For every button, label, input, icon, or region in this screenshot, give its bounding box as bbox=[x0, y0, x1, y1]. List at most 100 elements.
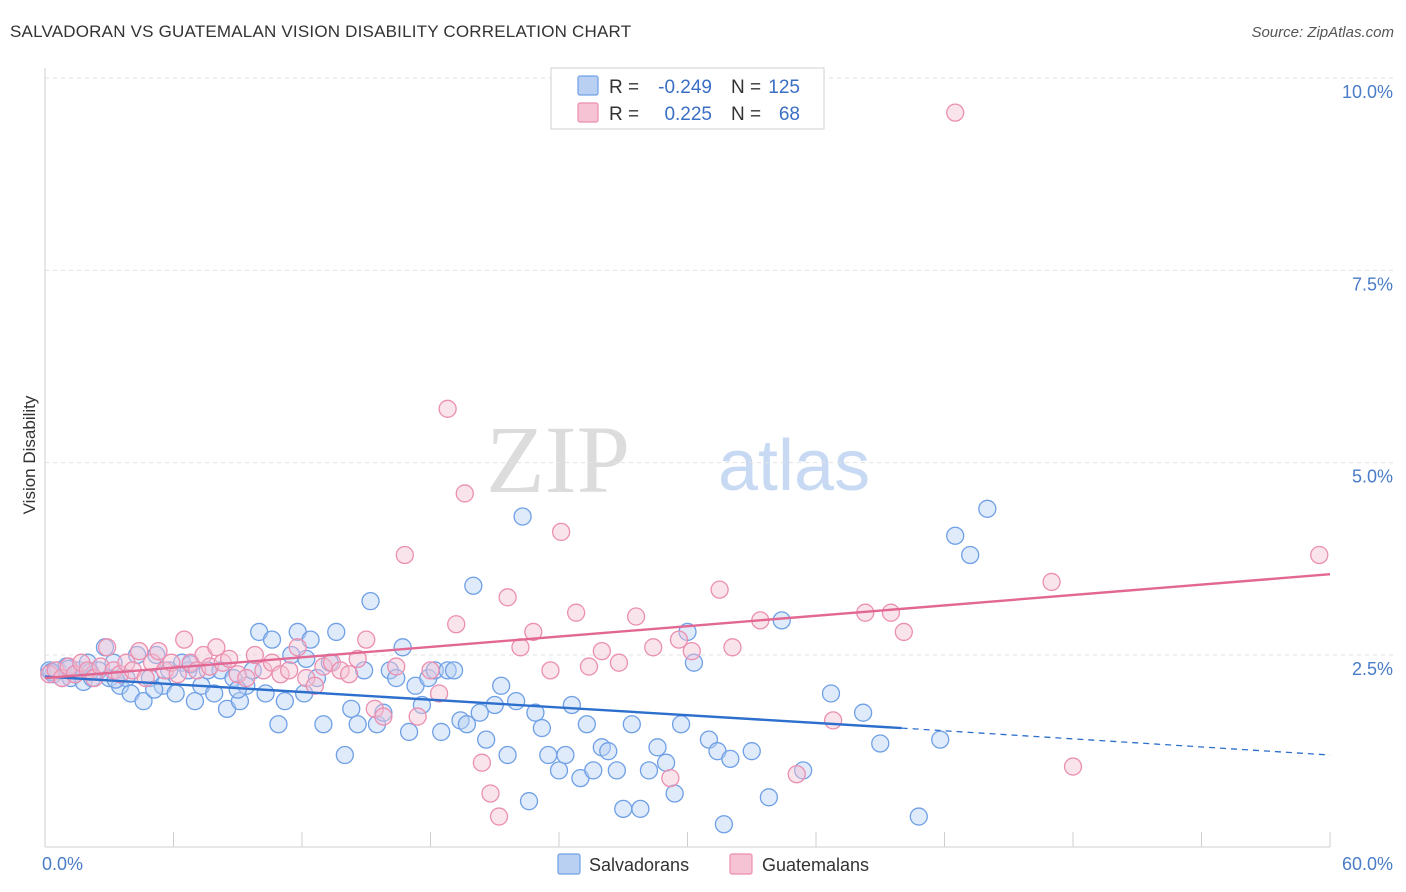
point-guatemalan bbox=[579, 657, 599, 676]
point-salvadoran bbox=[464, 576, 483, 595]
point-salvadoran bbox=[721, 749, 740, 769]
point-guatemalan bbox=[710, 580, 729, 599]
point-salvadoran bbox=[961, 545, 980, 565]
point-guatemalan bbox=[1310, 545, 1329, 565]
point-salvadoran bbox=[931, 730, 950, 749]
point-salvadoran bbox=[772, 611, 791, 630]
point-guatemalan bbox=[626, 607, 646, 626]
stats-legend: R = -0.249 N = 125 R = 0.225 N = 68 bbox=[550, 67, 825, 130]
point-salvadoran bbox=[185, 692, 205, 711]
point-guatemalan bbox=[271, 665, 290, 684]
gridlines bbox=[45, 77, 1395, 656]
point-guatemalan bbox=[551, 522, 571, 542]
point-salvadoran bbox=[656, 753, 676, 772]
legend-r-value-1: -0.249 bbox=[658, 77, 712, 98]
legend-r-value-2: 0.225 bbox=[664, 104, 712, 125]
point-salvadoran bbox=[556, 745, 575, 765]
point-salvadoran bbox=[513, 507, 532, 526]
point-salvadoran bbox=[354, 661, 374, 680]
point-salvadoran bbox=[909, 807, 928, 826]
point-guatemalan bbox=[894, 622, 913, 642]
point-guatemalan bbox=[669, 630, 689, 649]
y-tick-label: 5.0% bbox=[1352, 467, 1393, 487]
point-salvadoran bbox=[532, 718, 552, 738]
data-points bbox=[40, 103, 1329, 834]
point-guatemalan bbox=[1063, 757, 1083, 776]
series-legend-swatch-salvadorans bbox=[557, 853, 581, 875]
point-salvadoran bbox=[853, 703, 873, 722]
point-salvadoran bbox=[507, 692, 526, 711]
point-guatemalan bbox=[787, 765, 806, 784]
point-guatemalan bbox=[279, 661, 299, 680]
point-salvadoran bbox=[684, 653, 704, 672]
point-salvadoran bbox=[470, 703, 489, 722]
point-salvadoran bbox=[519, 792, 539, 811]
point-guatemalan bbox=[288, 638, 307, 657]
point-salvadoran bbox=[584, 761, 603, 780]
point-salvadoran bbox=[714, 815, 734, 834]
point-salvadoran bbox=[342, 699, 361, 719]
point-guatemalan bbox=[408, 707, 427, 726]
series-legend-swatch-guatemalans bbox=[729, 853, 753, 875]
trend-line-guatemalans bbox=[44, 573, 1331, 680]
point-salvadoran bbox=[348, 715, 367, 734]
point-salvadoran bbox=[742, 742, 761, 761]
point-guatemalan bbox=[175, 630, 194, 649]
point-guatemalan bbox=[541, 661, 560, 680]
point-salvadoran bbox=[498, 745, 517, 765]
series-legend: Salvadorans Guatemalans bbox=[557, 853, 869, 875]
point-guatemalan bbox=[524, 622, 543, 642]
legend-swatch-guatemalans bbox=[577, 102, 599, 123]
point-guatemalan bbox=[881, 603, 901, 622]
point-salvadoran bbox=[314, 715, 333, 734]
watermark-zip: ZIP bbox=[486, 406, 630, 513]
point-guatemalan bbox=[237, 668, 256, 688]
point-salvadoran bbox=[871, 734, 890, 753]
trend-line-extension-salvadorans bbox=[901, 727, 1331, 756]
point-salvadoran bbox=[230, 692, 250, 711]
y-tick-label: 2.5% bbox=[1352, 659, 1393, 679]
point-guatemalan bbox=[97, 638, 117, 657]
point-salvadoran bbox=[327, 622, 346, 642]
point-salvadoran bbox=[631, 799, 650, 819]
point-salvadoran bbox=[256, 684, 275, 703]
point-salvadoran bbox=[946, 526, 965, 545]
point-guatemalan bbox=[245, 645, 265, 665]
legend-n-label-2: N = bbox=[731, 104, 761, 125]
chart-title: SALVADORAN VS GUATEMALAN VISION DISABILI… bbox=[10, 22, 632, 41]
point-salvadoran bbox=[134, 692, 153, 711]
point-guatemalan bbox=[455, 484, 474, 503]
point-salvadoran bbox=[614, 799, 633, 819]
point-salvadoran bbox=[539, 745, 558, 765]
x-tick-label: 0.0% bbox=[42, 854, 83, 874]
point-guatemalan bbox=[472, 753, 492, 772]
point-guatemalan bbox=[592, 642, 611, 661]
legend-swatch-salvadorans bbox=[577, 75, 599, 96]
point-salvadoran bbox=[269, 715, 288, 734]
point-guatemalan bbox=[331, 661, 350, 680]
y-tick-label: 7.5% bbox=[1352, 274, 1393, 294]
point-guatemalan bbox=[429, 684, 449, 703]
point-guatemalan bbox=[438, 399, 457, 418]
point-salvadoran bbox=[562, 695, 581, 715]
point-salvadoran bbox=[412, 695, 432, 715]
trend-lines bbox=[44, 573, 1331, 756]
point-guatemalan bbox=[498, 588, 517, 607]
point-salvadoran bbox=[759, 788, 779, 807]
point-salvadoran bbox=[457, 715, 477, 734]
point-guatemalan bbox=[314, 657, 333, 676]
point-salvadoran bbox=[205, 684, 224, 703]
watermark-atlas: atlas bbox=[718, 426, 870, 506]
legend-n-value-1: 125 bbox=[768, 77, 800, 98]
point-salvadoran bbox=[444, 661, 464, 680]
x-tick-label: 60.0% bbox=[1342, 854, 1393, 874]
point-salvadoran bbox=[526, 703, 545, 722]
point-guatemalan bbox=[609, 653, 629, 672]
legend-r-label-1: R = bbox=[609, 77, 639, 98]
series-legend-label-guatemalans: Guatemalans bbox=[762, 855, 869, 875]
point-guatemalan bbox=[566, 603, 586, 622]
point-salvadoran bbox=[665, 784, 684, 803]
point-salvadoran bbox=[335, 745, 354, 765]
y-axis-label: Vision Disability bbox=[20, 395, 39, 514]
